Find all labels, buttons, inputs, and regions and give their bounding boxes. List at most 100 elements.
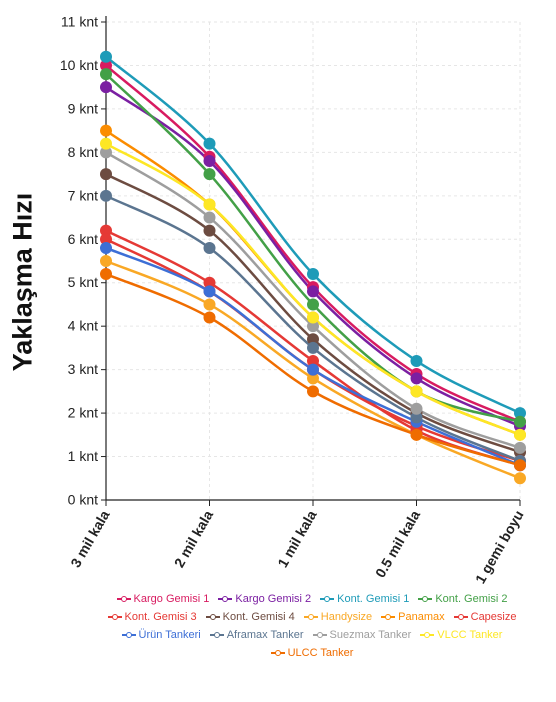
legend-label: Kargo Gemisi 2 [235, 593, 312, 605]
legend-item[interactable]: Kont. Gemisi 2 [418, 593, 507, 605]
data-point [514, 441, 526, 454]
legend-item[interactable]: Kargo Gemisi 1 [116, 593, 210, 605]
legend-swatch [270, 648, 285, 658]
legend-item[interactable]: Kont. Gemisi 4 [205, 611, 295, 623]
data-point [410, 402, 423, 415]
data-point [203, 224, 216, 237]
legend-swatch [453, 612, 468, 622]
legend-label: Kont. Gemisi 2 [435, 593, 508, 605]
data-point [100, 59, 112, 72]
data-point [100, 124, 112, 137]
data-point [203, 155, 216, 168]
data-point [100, 146, 112, 159]
legend-item[interactable]: Aframax Tanker [209, 629, 304, 641]
legend-label: ULCC Tanker [287, 647, 354, 659]
data-point [514, 472, 526, 485]
legend-item[interactable]: VLCC Tanker [420, 629, 502, 641]
legend-swatch [418, 594, 433, 604]
legend-label: Kargo Gemisi 1 [133, 593, 210, 605]
data-point [410, 372, 423, 385]
data-point [410, 385, 423, 398]
data-point [307, 320, 319, 333]
data-point [307, 268, 319, 281]
legend-label: Suezmax Tanker [329, 629, 412, 641]
x-tick-label: 2 mil kala [171, 507, 216, 570]
legend-swatch [420, 630, 435, 640]
data-point [203, 298, 216, 311]
legend-row: Kargo Gemisi 1 Kargo Gemisi 2 Kont. Gemisi… [92, 590, 532, 608]
data-point [203, 168, 216, 181]
data-point [100, 233, 112, 246]
legend-item[interactable]: Panamax [381, 611, 445, 623]
data-point [307, 354, 319, 367]
legend-item[interactable]: ULCC Tanker [270, 647, 354, 659]
data-point [307, 311, 319, 324]
data-point [307, 333, 319, 346]
data-point [307, 341, 319, 354]
data-point [514, 459, 526, 472]
legend-swatch [116, 594, 131, 604]
legend-label: Aframax Tanker [226, 629, 304, 641]
x-tick-label: 1 mil kala [274, 507, 319, 570]
data-point [203, 285, 216, 298]
legend-label: Ürün Tankeri [138, 629, 201, 641]
data-point [203, 311, 216, 324]
y-tick-label: 4 knt [68, 318, 98, 334]
data-point [100, 241, 112, 254]
legend-item[interactable]: Capesize [453, 611, 516, 623]
data-point [514, 428, 526, 441]
data-point [514, 407, 526, 420]
legend-swatch [381, 612, 396, 622]
data-point [203, 276, 216, 289]
legend-item[interactable]: Kont. Gemisi 1 [320, 593, 409, 605]
legend-row: Ürün Tankeri Aframax Tanker Suezmax Tanker… [92, 626, 532, 644]
legend-label: Panamax [398, 611, 445, 623]
data-point [307, 385, 319, 398]
data-point [307, 298, 319, 311]
data-point [100, 189, 112, 202]
data-point [100, 224, 112, 237]
data-point [203, 241, 216, 254]
x-tick-label: 1 gemi boyu [472, 508, 527, 587]
legend-row: Kont. Gemisi 3 Kont. Gemisi 4 Handysize Pan… [92, 608, 532, 626]
legend-swatch [209, 630, 224, 640]
legend-label: VLCC Tanker [437, 629, 503, 641]
y-tick-label: 2 knt [68, 405, 98, 421]
data-point [514, 415, 526, 428]
legend-label: Kont. Gemisi 3 [124, 611, 197, 623]
y-tick-label: 10 knt [60, 57, 98, 73]
data-point [100, 50, 112, 63]
x-tick-label: 3 mil kala [67, 507, 112, 570]
legend-swatch [205, 612, 220, 622]
data-point [100, 81, 112, 94]
y-tick-label: 6 knt [68, 231, 98, 247]
data-point [307, 372, 319, 385]
legend-item[interactable]: Ürün Tankeri [121, 629, 201, 641]
data-point [307, 363, 319, 376]
legend: Kargo Gemisi 1 Kargo Gemisi 2 Kont. Gemisi… [92, 590, 532, 662]
data-point [100, 268, 112, 281]
legend-item[interactable]: Suezmax Tanker [312, 629, 412, 641]
legend-item[interactable]: Kargo Gemisi 2 [218, 593, 311, 605]
data-point [203, 211, 216, 224]
legend-label: Handysize [320, 611, 373, 623]
legend-item[interactable]: Kont. Gemisi 3 [107, 611, 197, 623]
legend-swatch [312, 630, 327, 640]
y-tick-label: 0 knt [68, 492, 98, 508]
data-point [410, 354, 423, 367]
legend-swatch [303, 612, 318, 622]
data-point [100, 168, 112, 181]
data-point [307, 285, 319, 298]
y-tick-label: 11 knt [61, 14, 98, 30]
legend-item[interactable]: Handysize [303, 611, 373, 623]
y-tick-label: 8 knt [68, 144, 98, 160]
y-tick-label: 5 knt [68, 274, 98, 290]
x-tick-label: 0.5 mil kala [372, 507, 423, 580]
legend-row: ULCC Tanker [92, 644, 532, 662]
data-point [203, 198, 216, 211]
legend-swatch [121, 630, 136, 640]
legend-swatch [320, 594, 335, 604]
y-axis-title: Yaklaşma Hızı [7, 192, 38, 372]
